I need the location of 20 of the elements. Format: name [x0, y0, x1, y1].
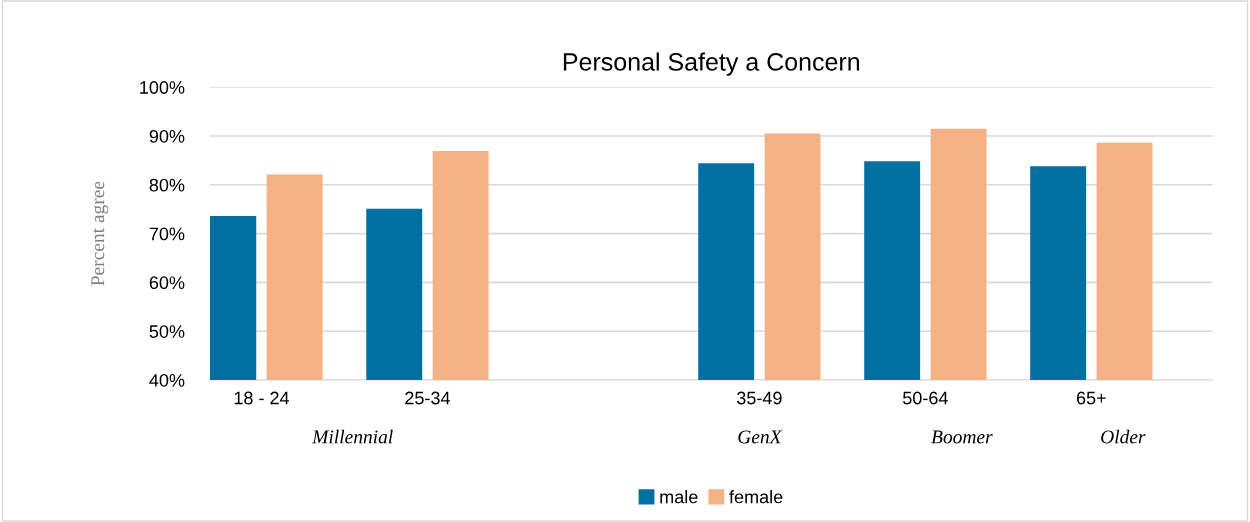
- y-axis-title: Percent agree: [91, 181, 109, 286]
- x-tick-label: 50-64: [903, 391, 948, 405]
- x-tick-label: 25-34: [405, 391, 450, 405]
- x-tick-label: 35-49: [736, 391, 782, 405]
- y-tick-label: 100%: [140, 81, 185, 94]
- y-tick-label: 40%: [149, 373, 185, 387]
- text: GenX: [738, 430, 783, 444]
- y-tick-label: 50%: [149, 325, 185, 338]
- legend-label: male: [660, 490, 698, 504]
- text: Boomer: [931, 430, 993, 444]
- text: Older: [1101, 429, 1146, 444]
- chart-title: Personal Safety a Concern: [563, 52, 860, 76]
- x-tick-label: 65+: [1076, 391, 1106, 405]
- legend-label: female: [729, 490, 783, 504]
- y-tick-label: 80%: [149, 178, 185, 192]
- y-tick-label: 70%: [149, 227, 185, 241]
- text: Millennial: [312, 429, 393, 444]
- y-tick-label: 60%: [149, 276, 185, 290]
- x-tick-label: 18 - 24: [234, 391, 290, 405]
- y-tick-label: 90%: [149, 129, 185, 143]
